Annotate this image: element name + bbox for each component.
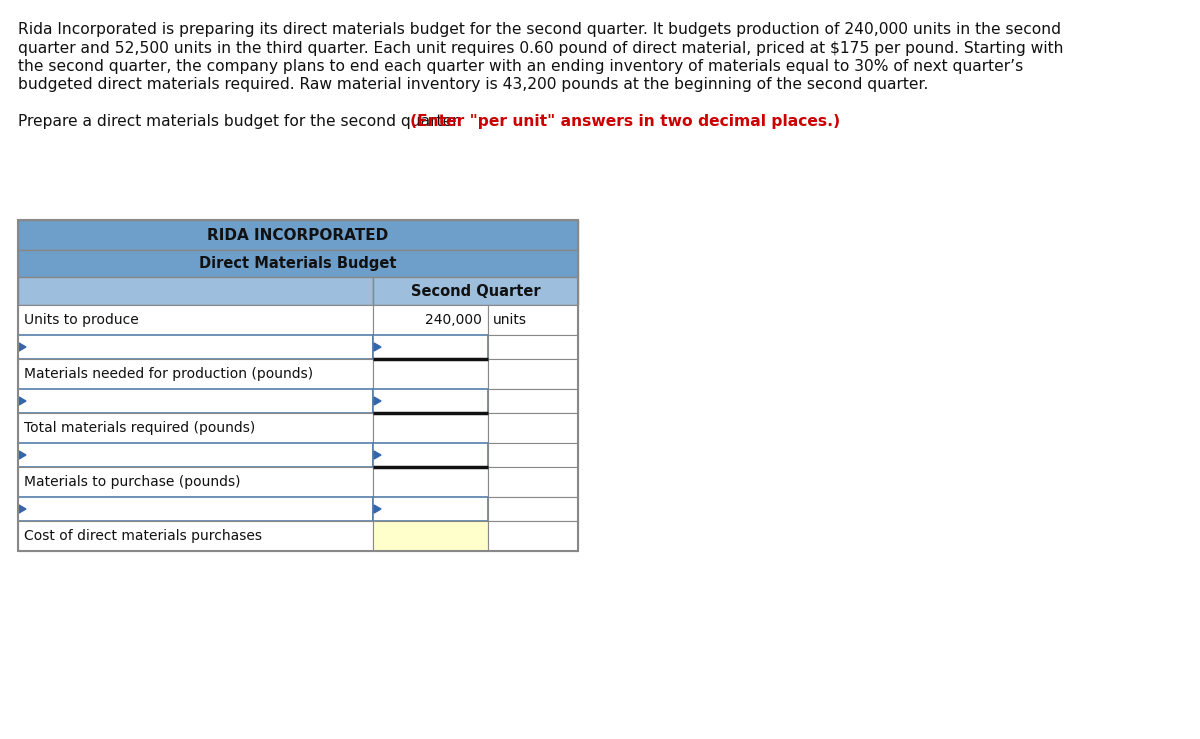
Bar — [488, 443, 578, 467]
Bar — [373, 335, 488, 359]
Text: RIDA INCORPORATED: RIDA INCORPORATED — [208, 228, 389, 242]
Bar — [488, 497, 578, 521]
Bar — [373, 359, 488, 389]
Bar — [18, 220, 578, 551]
Bar — [373, 443, 488, 467]
Text: budgeted direct materials required. Raw material inventory is 43,200 pounds at t: budgeted direct materials required. Raw … — [18, 78, 929, 92]
Text: the second quarter, the company plans to end each quarter with an ending invento: the second quarter, the company plans to… — [18, 59, 1024, 74]
Bar — [488, 521, 578, 551]
Bar — [18, 443, 373, 467]
Text: 240,000: 240,000 — [425, 313, 482, 327]
Bar — [18, 220, 578, 250]
Bar — [373, 467, 488, 497]
Bar — [18, 359, 373, 389]
Bar — [373, 389, 488, 413]
Text: (Enter "per unit" answers in two decimal places.): (Enter "per unit" answers in two decimal… — [410, 114, 840, 129]
Polygon shape — [19, 343, 26, 351]
Polygon shape — [374, 343, 382, 351]
Text: Prepare a direct materials budget for the second quarter.: Prepare a direct materials budget for th… — [18, 114, 467, 129]
Text: units: units — [493, 313, 527, 327]
Polygon shape — [374, 451, 382, 459]
Bar — [18, 335, 373, 359]
Bar — [488, 335, 578, 359]
Bar — [18, 497, 373, 521]
Text: Direct Materials Budget: Direct Materials Budget — [199, 256, 397, 271]
Bar — [18, 250, 578, 277]
Text: quarter and 52,500 units in the third quarter. Each unit requires 0.60 pound of : quarter and 52,500 units in the third qu… — [18, 41, 1063, 55]
Bar — [488, 413, 578, 443]
Bar — [18, 305, 373, 335]
Polygon shape — [374, 505, 382, 513]
Text: Cost of direct materials purchases: Cost of direct materials purchases — [24, 529, 262, 543]
Polygon shape — [19, 505, 26, 513]
Bar — [488, 305, 578, 335]
Polygon shape — [19, 397, 26, 405]
Text: Units to produce: Units to produce — [24, 313, 139, 327]
Bar — [373, 305, 488, 335]
Text: Second Quarter: Second Quarter — [410, 284, 540, 299]
Bar — [18, 389, 373, 413]
Text: Total materials required (pounds): Total materials required (pounds) — [24, 421, 256, 435]
Bar — [488, 359, 578, 389]
Bar — [373, 413, 488, 443]
Bar — [18, 277, 373, 305]
Bar — [373, 521, 488, 551]
Bar — [488, 389, 578, 413]
Bar — [18, 521, 373, 551]
Text: Rida Incorporated is preparing its direct materials budget for the second quarte: Rida Incorporated is preparing its direc… — [18, 22, 1061, 37]
Bar — [18, 467, 373, 497]
Polygon shape — [19, 451, 26, 459]
Text: Materials needed for production (pounds): Materials needed for production (pounds) — [24, 367, 313, 381]
Polygon shape — [374, 397, 382, 405]
Bar — [18, 413, 373, 443]
Bar — [373, 497, 488, 521]
Bar — [373, 277, 578, 305]
Text: Materials to purchase (pounds): Materials to purchase (pounds) — [24, 475, 240, 489]
Bar — [488, 467, 578, 497]
